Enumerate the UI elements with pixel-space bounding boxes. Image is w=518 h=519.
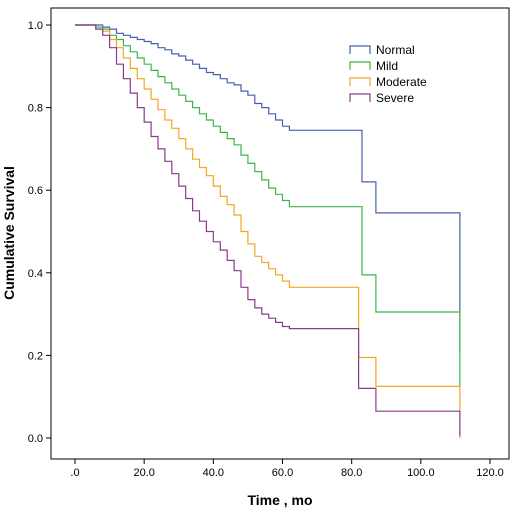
y-tick-label: 0.4 — [28, 268, 43, 280]
legend-label-normal: Normal — [376, 43, 415, 57]
legend-swatch-severe — [349, 93, 371, 102]
legend-label-severe: Severe — [376, 91, 414, 105]
legend-label-mild: Mild — [376, 59, 398, 73]
y-tick-label: 0.2 — [28, 350, 43, 362]
legend: Normal Mild Moderate Severe — [349, 43, 427, 105]
series-normal-line — [75, 24, 461, 352]
plot-frame — [50, 7, 510, 460]
x-axis-title: Time , mo — [247, 492, 312, 508]
series-mild-line — [75, 24, 461, 389]
y-tick-label: 0.0 — [28, 433, 43, 445]
x-tick-label: 60.0 — [272, 467, 293, 479]
legend-swatch-moderate — [349, 77, 371, 86]
axis-ticks: .0 20.0 40.0 60.0 80.0 100.0 120.0 0.0 0.2 0.4 0.6… — [28, 20, 504, 479]
series-severe-line — [75, 24, 461, 436]
x-tick-label: 20.0 — [133, 467, 154, 479]
legend-swatch-normal — [349, 45, 371, 54]
legend-label-moderate: Moderate — [376, 75, 427, 89]
x-tick-label: .0 — [70, 467, 79, 479]
series-lines — [75, 24, 461, 438]
y-tick-label: 0.8 — [28, 103, 43, 115]
x-tick-label: 100.0 — [407, 467, 435, 479]
series-moderate-line — [75, 24, 461, 438]
x-tick-label: 120.0 — [476, 467, 504, 479]
y-axis-title: Cumulative Survival — [1, 166, 17, 300]
legend-swatch-mild — [349, 61, 371, 70]
y-tick-label: 0.6 — [28, 185, 43, 197]
y-tick-label: 1.0 — [28, 20, 43, 32]
x-tick-label: 40.0 — [203, 467, 224, 479]
x-tick-label: 80.0 — [341, 467, 362, 479]
